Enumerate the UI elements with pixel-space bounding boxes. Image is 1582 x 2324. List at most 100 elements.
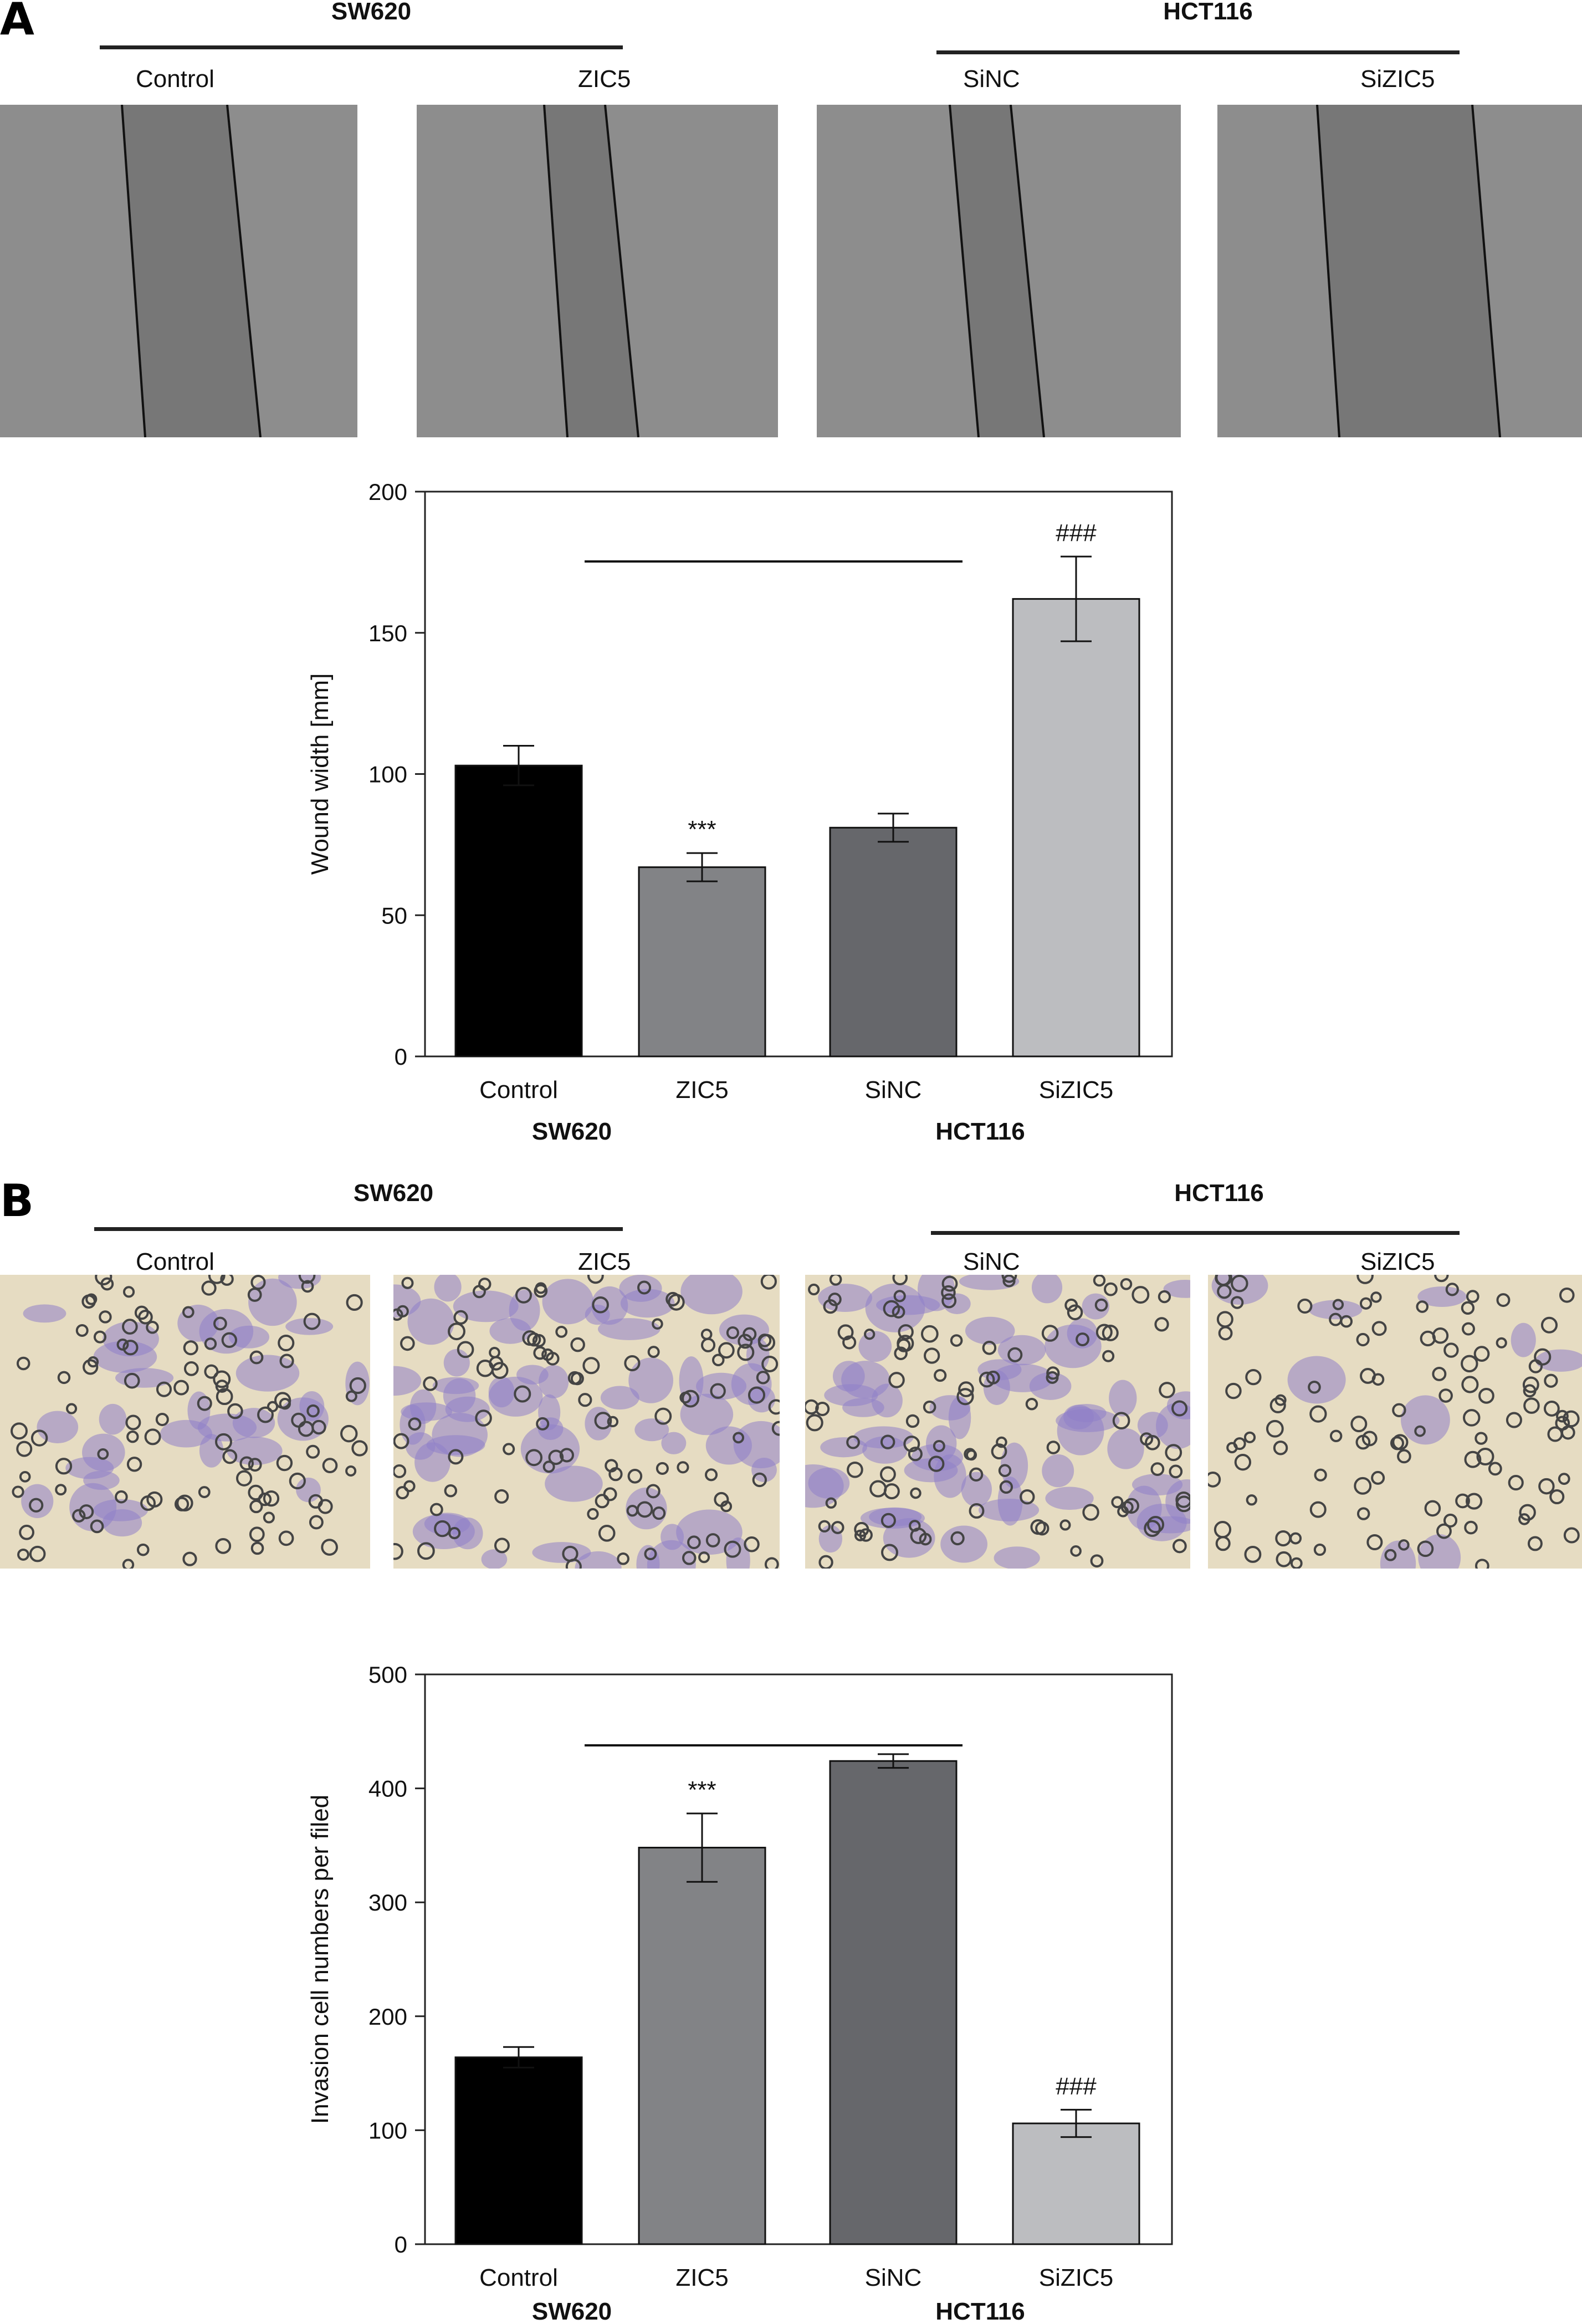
filter-pore <box>423 1376 438 1391</box>
stain-blob <box>591 1286 628 1325</box>
stain-blob <box>983 1370 1010 1405</box>
filter-pore <box>278 1530 294 1546</box>
filter-pore <box>249 1499 263 1514</box>
filter-pore <box>626 1504 639 1517</box>
filter-pore <box>1438 1388 1453 1403</box>
filter-pore <box>941 1293 957 1309</box>
filter-pore <box>1233 1437 1246 1450</box>
filter-pore <box>1475 1432 1488 1445</box>
filter-pore <box>1476 1448 1494 1466</box>
filter-pore <box>1290 1557 1303 1569</box>
chart-b-y-tick-label: 500 <box>368 1662 407 1688</box>
filter-pore <box>1217 1284 1232 1299</box>
stain-blob <box>1287 1356 1346 1404</box>
chart-a-bar-control <box>454 764 583 1058</box>
filter-pore <box>222 1449 238 1464</box>
filter-pore <box>239 1456 254 1471</box>
group-label-sw620-b: SW620 <box>353 1179 434 1207</box>
filter-pore <box>1559 1287 1575 1303</box>
filter-pore <box>771 1421 780 1436</box>
filter-pore <box>1159 1382 1175 1398</box>
filter-pore <box>279 1398 291 1410</box>
filter-pore <box>1102 1324 1119 1341</box>
chart-a-y-tick-label: 100 <box>368 762 407 788</box>
filter-pore <box>652 1318 663 1330</box>
filter-pore <box>1090 1554 1104 1568</box>
filter-pore <box>924 1347 940 1364</box>
filter-pore <box>950 1531 965 1546</box>
filter-pore <box>1175 1495 1190 1513</box>
filter-pore <box>1432 1366 1447 1381</box>
filter-pore <box>711 1353 725 1367</box>
filter-pore <box>1519 1504 1536 1521</box>
filter-pore <box>1464 1450 1482 1468</box>
stain-blob <box>285 1317 334 1335</box>
filter-pore <box>837 1324 854 1341</box>
filter-pore <box>720 1500 733 1513</box>
filter-pore <box>201 1280 217 1296</box>
filter-pore <box>393 1464 407 1478</box>
filter-pore <box>829 1275 842 1286</box>
filter-pore <box>605 1459 618 1473</box>
stain-blob <box>23 1304 66 1323</box>
stain-blob <box>585 1407 612 1441</box>
filter-pore <box>956 1388 974 1406</box>
stain-blob <box>1535 1349 1582 1372</box>
filter-pore <box>489 1347 500 1358</box>
chart-b-y-tick-label: 0 <box>395 2231 407 2257</box>
filter-pore <box>1146 1515 1165 1534</box>
filter-pore <box>215 1380 229 1393</box>
invasion-image-sinc-graphic <box>805 1275 1190 1569</box>
filter-pore <box>842 1335 857 1350</box>
filter-pore <box>99 1310 112 1324</box>
filter-pore <box>726 1326 739 1340</box>
filter-pore <box>733 1432 745 1444</box>
filter-pore <box>1046 1441 1061 1454</box>
filter-pore <box>1244 1546 1262 1563</box>
filter-pore <box>85 1293 98 1305</box>
filter-pore <box>825 1497 837 1509</box>
filter-pore <box>757 1334 775 1351</box>
filter-pore <box>408 1417 422 1431</box>
filter-pore <box>1329 1429 1343 1442</box>
filter-pore <box>1397 1449 1411 1464</box>
filter-pore <box>908 1447 923 1462</box>
chart-a-bar-zic5 <box>638 866 766 1058</box>
filter-pore <box>1544 1373 1558 1388</box>
filter-pore <box>1208 1471 1221 1488</box>
filter-pore <box>1461 1355 1478 1373</box>
filter-pore <box>545 1351 560 1366</box>
filter-pore <box>941 1275 958 1292</box>
chart-b-bar-sizic5 <box>1012 2122 1140 2245</box>
filter-pore <box>883 1300 900 1317</box>
filter-pore <box>401 1276 414 1289</box>
filter-pore <box>1340 1315 1353 1328</box>
filter-pore <box>434 1520 451 1538</box>
filter-pore <box>1527 1536 1543 1551</box>
filter-pore <box>72 1509 86 1523</box>
filter-pore <box>1371 1470 1385 1485</box>
stain-blob <box>1056 1409 1120 1432</box>
filter-pore <box>1549 1489 1565 1505</box>
stain-blob <box>509 1290 540 1331</box>
filter-pore <box>1020 1489 1035 1505</box>
filter-pore <box>30 1429 48 1447</box>
filter-pore <box>182 1306 194 1319</box>
filter-pore <box>555 1326 568 1338</box>
filter-pore <box>263 1511 275 1524</box>
invasion-image-sizic5 <box>1208 1275 1582 1569</box>
filter-pore <box>677 1461 689 1474</box>
filter-pore <box>248 1458 262 1472</box>
chart-b-x-tick-label-control: Control <box>479 2264 558 2291</box>
filter-pore <box>1370 1291 1382 1303</box>
filter-pore <box>1543 1400 1560 1417</box>
filter-pore <box>346 1294 363 1311</box>
stain-blob <box>978 1498 1040 1521</box>
filter-pore <box>1175 1492 1190 1508</box>
filter-pore <box>881 1544 898 1561</box>
filter-pore <box>278 1334 295 1352</box>
filter-pore <box>998 1464 1012 1477</box>
filter-pore <box>1313 1543 1327 1556</box>
filter-pore <box>905 1414 920 1428</box>
filter-pore <box>607 1416 619 1428</box>
